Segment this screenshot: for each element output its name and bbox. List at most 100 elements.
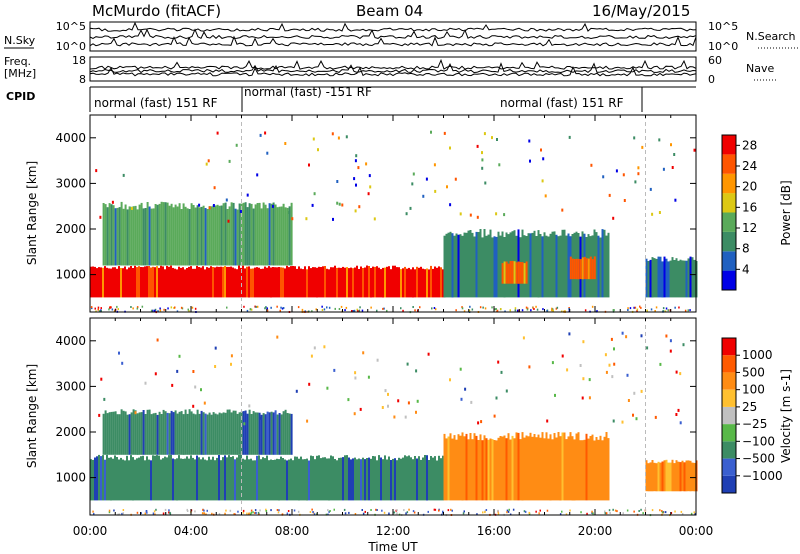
- ground-speckle: [642, 512, 644, 515]
- ground-speckle: [354, 513, 357, 515]
- heatmap-strip: [463, 436, 466, 501]
- ground-speckle: [687, 309, 689, 312]
- heatmap-strip: [519, 439, 522, 501]
- ground-speckle: [111, 308, 114, 311]
- heatmap-strip: [198, 457, 200, 501]
- heatmap-strip: [274, 459, 276, 501]
- heatmap-strip: [352, 458, 354, 501]
- ground-speckle: [323, 308, 326, 311]
- scatter-point: [373, 217, 376, 221]
- scatter-point: [622, 173, 625, 177]
- ground-speckle: [237, 510, 239, 513]
- scatter-point: [679, 372, 682, 376]
- scatter-point: [216, 131, 219, 135]
- heatmap-strip: [222, 457, 224, 501]
- heatmap-strip: [132, 268, 134, 298]
- heatmap-strip: [296, 268, 298, 298]
- velocity-colorbar-tick-label: 500: [742, 365, 765, 379]
- ground-speckle: [168, 511, 170, 514]
- ground-speckle: [433, 307, 436, 309]
- heatmap-strip: [106, 454, 108, 501]
- heatmap-strip: [272, 460, 274, 501]
- scatter-point: [682, 343, 685, 347]
- ground-speckle: [393, 511, 396, 514]
- heatmap-strip: [260, 268, 262, 298]
- power-colorbar-segment: [722, 231, 736, 252]
- heatmap-strip: [693, 259, 696, 298]
- heatmap-strip: [158, 411, 161, 455]
- ground-speckle: [538, 512, 540, 515]
- ground-speckle: [591, 511, 593, 514]
- heatmap-strip: [541, 236, 544, 298]
- heatmap-strip: [503, 261, 506, 284]
- scatter-point: [528, 139, 531, 143]
- ground-speckle: [362, 512, 365, 515]
- heatmap-strip: [208, 412, 211, 455]
- heatmap-strip: [689, 460, 692, 492]
- heatmap-strip: [467, 439, 470, 501]
- heatmap-strip: [92, 459, 94, 501]
- y-tick-label: 2000: [55, 425, 86, 439]
- ground-speckle: [250, 509, 253, 512]
- heatmap-strip: [206, 209, 209, 266]
- nave-tick-bottom: 0: [708, 73, 715, 86]
- heatmap-strip: [346, 267, 348, 298]
- heatmap-strip: [278, 413, 281, 455]
- heatmap-strip: [457, 234, 460, 298]
- scatter-point: [230, 362, 232, 366]
- heatmap-strip: [180, 267, 182, 298]
- heatmap-strip: [398, 267, 400, 298]
- scatter-point: [405, 212, 408, 216]
- ground-speckle: [359, 306, 361, 309]
- scatter-point: [588, 378, 591, 382]
- heatmap-strip: [186, 268, 188, 298]
- scatter-point: [675, 413, 678, 416]
- heatmap-strip: [659, 256, 662, 298]
- heatmap-strip: [248, 409, 251, 455]
- heatmap-strip: [226, 457, 228, 501]
- heatmap-strip: [499, 235, 502, 298]
- scatter-point: [503, 213, 506, 217]
- scatter-point: [496, 138, 498, 141]
- ground-speckle: [194, 510, 196, 513]
- heatmap-strip: [535, 437, 538, 501]
- heatmap-strip: [254, 267, 256, 298]
- scatter-point: [659, 362, 662, 366]
- ground-speckle: [311, 310, 313, 313]
- scatter-point: [111, 200, 114, 204]
- heatmap-strip: [296, 456, 298, 501]
- heatmap-strip: [130, 455, 132, 501]
- heatmap-strip: [346, 455, 348, 501]
- y-tick-label: 3000: [55, 176, 86, 190]
- ground-speckle: [266, 307, 268, 310]
- heatmap-strip: [246, 207, 249, 266]
- ground-speckle: [187, 308, 189, 311]
- ground-speckle: [479, 306, 482, 309]
- ground-speckle: [191, 306, 194, 309]
- heatmap-strip: [362, 268, 364, 298]
- ground-speckle: [334, 307, 336, 310]
- heatmap-strip: [310, 455, 312, 501]
- heatmap-strip: [370, 458, 372, 501]
- heatmap-strip: [282, 203, 285, 266]
- heatmap-strip: [210, 206, 213, 266]
- scatter-point: [634, 180, 637, 184]
- heatmap-strip: [499, 436, 502, 501]
- heatmap-strip: [110, 204, 113, 266]
- heatmap-strip: [292, 266, 294, 298]
- heatmap-strip: [230, 266, 232, 298]
- heatmap-strip: [156, 204, 159, 266]
- heatmap-strip: [681, 260, 684, 298]
- scatter-point: [579, 364, 582, 367]
- heatmap-strip: [182, 414, 185, 455]
- x-tick-label: 00:00: [679, 524, 714, 538]
- ground-speckle: [293, 509, 296, 512]
- ground-speckle: [152, 512, 155, 515]
- heatmap-strip: [531, 232, 534, 298]
- heatmap-strip: [308, 460, 310, 501]
- ground-speckle: [633, 306, 635, 309]
- heatmap-strip: [440, 267, 442, 298]
- ground-speckle: [162, 512, 165, 515]
- scatter-point: [353, 177, 356, 181]
- ground-speckle: [140, 512, 142, 515]
